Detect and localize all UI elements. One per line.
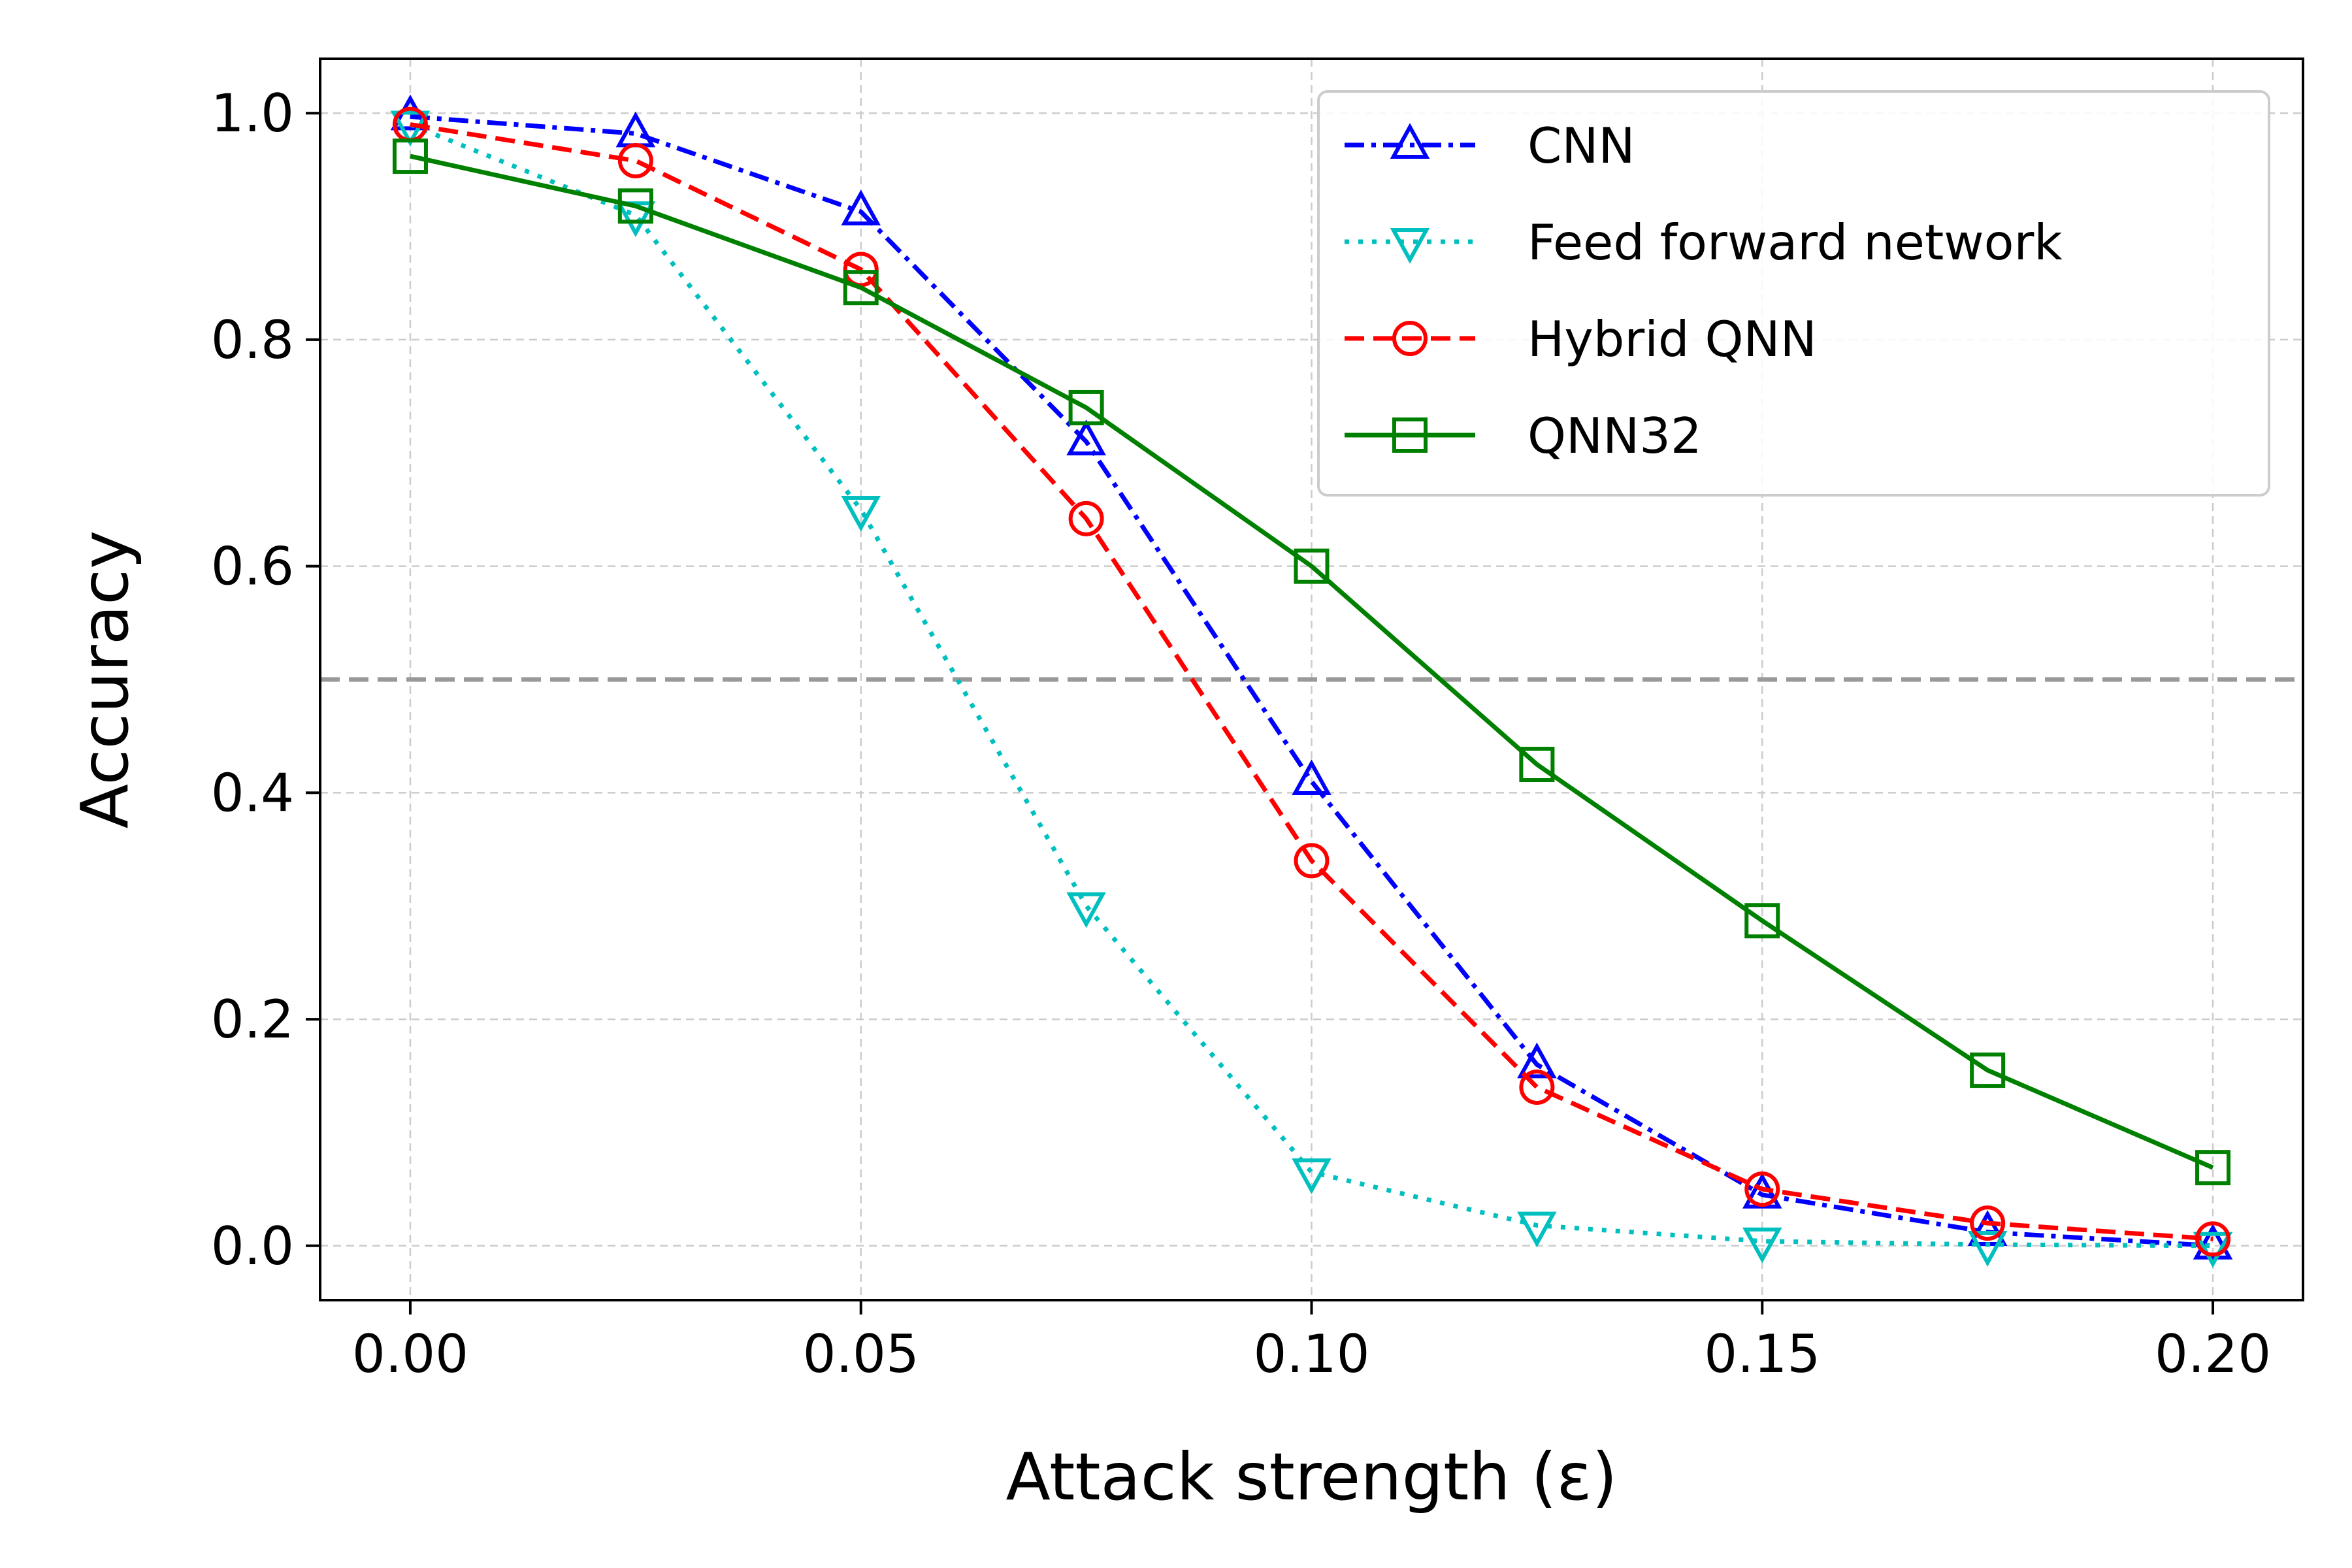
data-point-feed-forward-network	[1742, 1227, 1782, 1264]
legend: CNN Feed forward network Hybrid QNN QNN32	[1317, 90, 2270, 497]
data-point-qnn32	[1294, 548, 1330, 584]
data-point-cnn	[841, 189, 881, 226]
series-line-hybrid-qnn	[410, 122, 2213, 1241]
data-point-cnn	[1292, 759, 1331, 796]
data-point-hybrid-qnn	[1294, 843, 1330, 879]
legend-label-cnn: CNN	[1527, 117, 1635, 174]
series-hybrid-qnn	[392, 106, 2231, 1257]
data-point-qnn32	[392, 139, 428, 174]
y-tick-label: 0.6	[211, 536, 294, 597]
x-tick-label: 0.15	[1704, 1324, 1820, 1384]
y-tick-label: 0.2	[211, 989, 294, 1050]
legend-box	[1317, 90, 2270, 497]
series-line-qnn32	[410, 154, 2214, 1170]
data-point-cnn	[1517, 1042, 1557, 1079]
data-point-feed-forward-network	[841, 495, 881, 532]
axis-ticks: 0.00 0.05 0.10 0.15 0.20 0.0 0.2 0.4 0.6 0.8 1.0	[211, 83, 2271, 1384]
series-qnn32	[392, 139, 2231, 1186]
data-point-feed-forward-network	[2193, 1232, 2233, 1268]
x-tick-label: 0.00	[352, 1324, 468, 1384]
data-point-qnn32	[617, 188, 653, 224]
series-group	[390, 94, 2233, 1268]
y-axis-title: Accuracy	[67, 531, 143, 829]
legend-marker-hybrid-qnn	[1392, 321, 1428, 356]
x-tick-label: 0.20	[2155, 1324, 2271, 1384]
data-point-feed-forward-network	[615, 201, 656, 238]
data-point-hybrid-qnn	[1970, 1205, 2006, 1241]
data-point-qnn32	[2195, 1150, 2231, 1186]
x-tick-label: 0.05	[803, 1324, 919, 1384]
legend-label-feed-forward-network: Feed forward network	[1527, 214, 2063, 271]
data-point-qnn32	[843, 270, 879, 306]
y-tick-label: 0.0	[211, 1216, 294, 1277]
y-tick-label: 0.8	[211, 310, 294, 370]
data-point-cnn	[1066, 419, 1106, 455]
data-point-qnn32	[1970, 1053, 2006, 1088]
data-point-feed-forward-network	[1066, 892, 1106, 928]
data-point-qnn32	[1519, 747, 1555, 783]
data-point-hybrid-qnn	[1068, 500, 1104, 536]
data-point-feed-forward-network	[1967, 1231, 2008, 1267]
x-tick-label: 0.10	[1253, 1324, 1369, 1384]
data-point-qnn32	[1744, 903, 1780, 939]
data-point-qnn32	[1068, 389, 1104, 425]
series-line-cnn	[410, 114, 2213, 1249]
legend-marker-qnn32	[1392, 417, 1428, 453]
legend-label-qnn32: QNN32	[1527, 407, 1702, 465]
data-point-hybrid-qnn	[1744, 1171, 1780, 1207]
legend-marker-cnn	[1390, 123, 1430, 159]
data-point-cnn	[2193, 1223, 2233, 1260]
data-point-feed-forward-network	[1292, 1158, 1331, 1194]
data-point-hybrid-qnn	[2195, 1221, 2231, 1257]
y-tick-label: 0.4	[211, 762, 294, 823]
y-tick-label: 1.0	[211, 83, 294, 144]
legend-label-hybrid-qnn: Hybrid QNN	[1527, 310, 1817, 368]
x-axis-title: Attack strength (ε)	[1005, 1439, 1617, 1515]
legend-marker-feed-forward-network	[1390, 228, 1430, 264]
data-point-hybrid-qnn	[843, 252, 879, 287]
data-point-feed-forward-network	[1517, 1211, 1557, 1248]
data-point-hybrid-qnn	[1519, 1070, 1555, 1105]
data-point-hybrid-qnn	[617, 143, 653, 179]
